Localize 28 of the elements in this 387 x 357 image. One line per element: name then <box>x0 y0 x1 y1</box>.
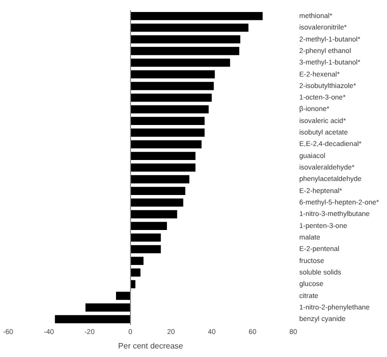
bar <box>130 175 190 184</box>
bar <box>130 140 202 148</box>
bar <box>130 222 167 230</box>
bar <box>130 233 161 242</box>
bar <box>130 186 186 195</box>
bar <box>130 128 205 137</box>
bar <box>130 46 240 56</box>
bar <box>130 256 144 265</box>
bar <box>130 152 196 160</box>
bar <box>130 198 184 207</box>
x-axis-title: Per cent decrease <box>118 341 184 350</box>
bar <box>130 12 263 20</box>
bar <box>130 82 214 90</box>
bar <box>85 303 130 312</box>
bar <box>130 210 178 218</box>
bar <box>130 70 215 78</box>
bar <box>116 292 130 300</box>
bar <box>130 105 209 114</box>
bar <box>130 58 230 67</box>
bar <box>130 268 140 277</box>
bar <box>130 24 248 32</box>
bar <box>130 94 212 102</box>
bar <box>130 35 240 44</box>
bar <box>54 315 130 324</box>
bar <box>130 164 196 172</box>
bar <box>130 280 136 288</box>
bar <box>130 245 161 254</box>
bar <box>130 116 205 126</box>
